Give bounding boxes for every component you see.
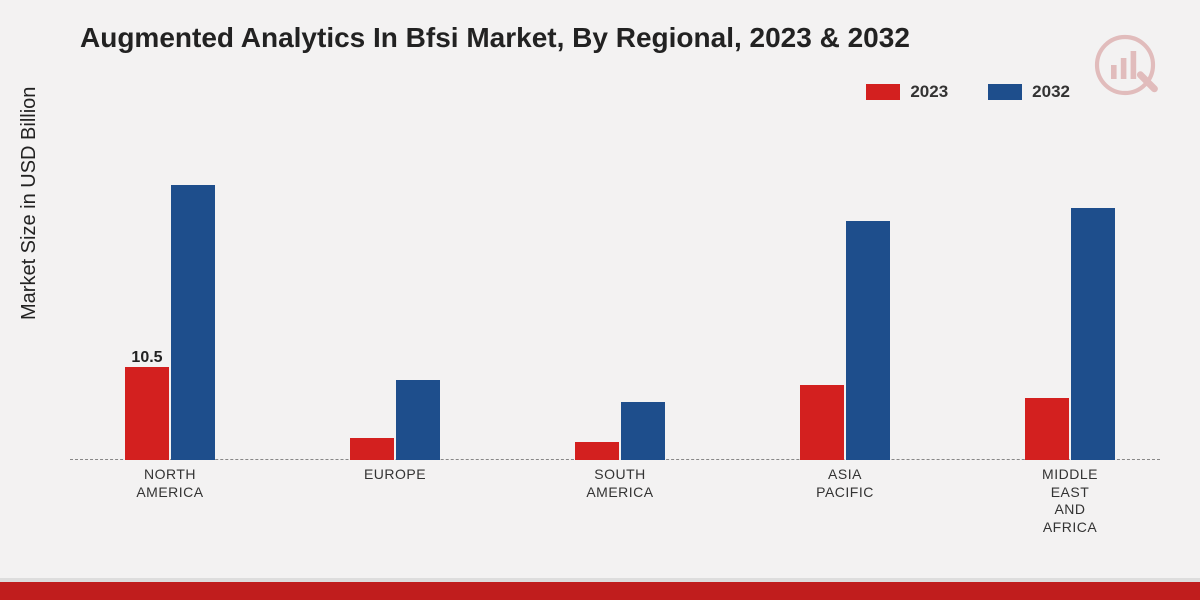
bar	[350, 438, 394, 460]
chart-title: Augmented Analytics In Bfsi Market, By R…	[80, 22, 910, 54]
bar-group	[330, 380, 460, 460]
bar	[846, 221, 890, 460]
legend: 2023 2032	[866, 82, 1070, 102]
watermark-logo-icon	[1090, 30, 1160, 100]
legend-label-2023: 2023	[910, 82, 948, 102]
bar	[800, 385, 844, 460]
bar: 10.5	[125, 367, 169, 460]
legend-swatch-2032	[988, 84, 1022, 100]
bar-group: 10.5	[105, 185, 235, 460]
legend-item-2023: 2023	[866, 82, 948, 102]
bar	[1025, 398, 1069, 460]
bar-group	[780, 221, 910, 460]
x-axis-category-label: MIDDLEEASTANDAFRICA	[1005, 466, 1135, 536]
bar	[1071, 208, 1115, 460]
footer-bar	[0, 582, 1200, 600]
bar-group	[1005, 208, 1135, 460]
plot-area: 10.5	[70, 150, 1160, 460]
bar	[396, 380, 440, 460]
x-axis-labels: NORTHAMERICA EUROPE SOUTHAMERICA ASIAPACIFI…	[70, 466, 1160, 546]
x-axis-category-label: SOUTHAMERICA	[555, 466, 685, 501]
bar	[171, 185, 215, 460]
bar	[621, 402, 665, 460]
bar-value-label: 10.5	[125, 349, 169, 367]
bar	[575, 442, 619, 460]
legend-label-2032: 2032	[1032, 82, 1070, 102]
bar-group	[555, 402, 685, 460]
y-axis-label: Market Size in USD Billion	[18, 87, 41, 320]
legend-swatch-2023	[866, 84, 900, 100]
legend-item-2032: 2032	[988, 82, 1070, 102]
x-axis-category-label: EUROPE	[330, 466, 460, 484]
x-axis-category-label: ASIAPACIFIC	[780, 466, 910, 501]
x-axis-category-label: NORTHAMERICA	[105, 466, 235, 501]
